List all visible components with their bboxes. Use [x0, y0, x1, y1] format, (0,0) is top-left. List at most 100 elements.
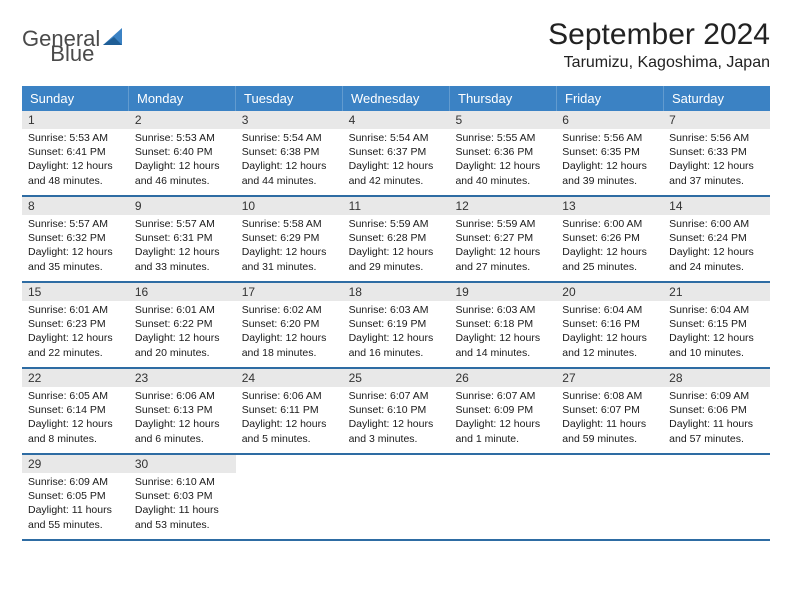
sunset-text: Sunset: 6:11 PM [242, 403, 337, 417]
daylight-text-2: and 12 minutes. [562, 346, 657, 360]
sunrise-text: Sunrise: 6:06 AM [242, 389, 337, 403]
day-cell: 2Sunrise: 5:53 AMSunset: 6:40 PMDaylight… [129, 111, 236, 195]
day-body: Sunrise: 6:03 AMSunset: 6:18 PMDaylight:… [449, 301, 556, 365]
sunset-text: Sunset: 6:20 PM [242, 317, 337, 331]
day-number: 12 [449, 197, 556, 215]
day-number: 14 [663, 197, 770, 215]
daylight-text-1: Daylight: 12 hours [669, 159, 764, 173]
daylight-text-2: and 14 minutes. [455, 346, 550, 360]
sunrise-text: Sunrise: 5:54 AM [242, 131, 337, 145]
week-row: 29Sunrise: 6:09 AMSunset: 6:05 PMDayligh… [22, 455, 770, 541]
sunrise-text: Sunrise: 6:04 AM [669, 303, 764, 317]
sunrise-text: Sunrise: 5:57 AM [28, 217, 123, 231]
day-number: 6 [556, 111, 663, 129]
day-number: 28 [663, 369, 770, 387]
daylight-text-1: Daylight: 12 hours [135, 331, 230, 345]
day-cell: 21Sunrise: 6:04 AMSunset: 6:15 PMDayligh… [663, 283, 770, 367]
day-number: 25 [343, 369, 450, 387]
day-number [236, 455, 343, 473]
sunrise-text: Sunrise: 6:02 AM [242, 303, 337, 317]
day-body: Sunrise: 5:57 AMSunset: 6:32 PMDaylight:… [22, 215, 129, 279]
day-body: Sunrise: 6:03 AMSunset: 6:19 PMDaylight:… [343, 301, 450, 365]
sunset-text: Sunset: 6:37 PM [349, 145, 444, 159]
day-cell: 22Sunrise: 6:05 AMSunset: 6:14 PMDayligh… [22, 369, 129, 453]
sunset-text: Sunset: 6:33 PM [669, 145, 764, 159]
day-cell: 17Sunrise: 6:02 AMSunset: 6:20 PMDayligh… [236, 283, 343, 367]
daylight-text-2: and 8 minutes. [28, 432, 123, 446]
daylight-text-1: Daylight: 12 hours [349, 245, 444, 259]
daylight-text-2: and 27 minutes. [455, 260, 550, 274]
day-body: Sunrise: 5:56 AMSunset: 6:33 PMDaylight:… [663, 129, 770, 193]
day-body: Sunrise: 5:54 AMSunset: 6:37 PMDaylight:… [343, 129, 450, 193]
sunrise-text: Sunrise: 5:53 AM [28, 131, 123, 145]
dow-saturday: Saturday [664, 86, 770, 111]
daylight-text-2: and 33 minutes. [135, 260, 230, 274]
daylight-text-2: and 44 minutes. [242, 174, 337, 188]
daylight-text-1: Daylight: 12 hours [28, 245, 123, 259]
sunset-text: Sunset: 6:29 PM [242, 231, 337, 245]
day-number: 19 [449, 283, 556, 301]
day-cell: 4Sunrise: 5:54 AMSunset: 6:37 PMDaylight… [343, 111, 450, 195]
sunset-text: Sunset: 6:28 PM [349, 231, 444, 245]
dow-row: SundayMondayTuesdayWednesdayThursdayFrid… [22, 86, 770, 111]
day-number: 20 [556, 283, 663, 301]
day-number [449, 455, 556, 473]
day-number: 1 [22, 111, 129, 129]
sunrise-text: Sunrise: 6:01 AM [135, 303, 230, 317]
daylight-text-1: Daylight: 12 hours [669, 331, 764, 345]
daylight-text-2: and 46 minutes. [135, 174, 230, 188]
week-row: 8Sunrise: 5:57 AMSunset: 6:32 PMDaylight… [22, 197, 770, 283]
day-cell: 18Sunrise: 6:03 AMSunset: 6:19 PMDayligh… [343, 283, 450, 367]
daylight-text-2: and 35 minutes. [28, 260, 123, 274]
day-cell: 15Sunrise: 6:01 AMSunset: 6:23 PMDayligh… [22, 283, 129, 367]
sunset-text: Sunset: 6:38 PM [242, 145, 337, 159]
day-cell: 19Sunrise: 6:03 AMSunset: 6:18 PMDayligh… [449, 283, 556, 367]
day-cell: 20Sunrise: 6:04 AMSunset: 6:16 PMDayligh… [556, 283, 663, 367]
dow-monday: Monday [129, 86, 236, 111]
sunset-text: Sunset: 6:09 PM [455, 403, 550, 417]
day-body: Sunrise: 5:58 AMSunset: 6:29 PMDaylight:… [236, 215, 343, 279]
sunset-text: Sunset: 6:13 PM [135, 403, 230, 417]
day-cell: 1Sunrise: 5:53 AMSunset: 6:41 PMDaylight… [22, 111, 129, 195]
day-number: 11 [343, 197, 450, 215]
daylight-text-2: and 1 minute. [455, 432, 550, 446]
daylight-text-2: and 18 minutes. [242, 346, 337, 360]
day-number: 4 [343, 111, 450, 129]
day-cell [236, 455, 343, 539]
daylight-text-1: Daylight: 12 hours [349, 331, 444, 345]
sunset-text: Sunset: 6:14 PM [28, 403, 123, 417]
day-cell: 23Sunrise: 6:06 AMSunset: 6:13 PMDayligh… [129, 369, 236, 453]
daylight-text-1: Daylight: 12 hours [242, 159, 337, 173]
daylight-text-1: Daylight: 12 hours [28, 331, 123, 345]
daylight-text-1: Daylight: 12 hours [562, 245, 657, 259]
day-number [556, 455, 663, 473]
sunrise-text: Sunrise: 5:57 AM [135, 217, 230, 231]
daylight-text-1: Daylight: 11 hours [562, 417, 657, 431]
daylight-text-2: and 3 minutes. [349, 432, 444, 446]
day-body: Sunrise: 6:02 AMSunset: 6:20 PMDaylight:… [236, 301, 343, 365]
day-body: Sunrise: 6:00 AMSunset: 6:26 PMDaylight:… [556, 215, 663, 279]
sunset-text: Sunset: 6:40 PM [135, 145, 230, 159]
day-number: 17 [236, 283, 343, 301]
calendar: SundayMondayTuesdayWednesdayThursdayFrid… [22, 86, 770, 541]
day-cell: 11Sunrise: 5:59 AMSunset: 6:28 PMDayligh… [343, 197, 450, 281]
sunrise-text: Sunrise: 6:03 AM [455, 303, 550, 317]
day-number: 26 [449, 369, 556, 387]
daylight-text-1: Daylight: 12 hours [562, 331, 657, 345]
day-body: Sunrise: 6:05 AMSunset: 6:14 PMDaylight:… [22, 387, 129, 451]
daylight-text-2: and 57 minutes. [669, 432, 764, 446]
dow-sunday: Sunday [22, 86, 129, 111]
day-number: 13 [556, 197, 663, 215]
day-body: Sunrise: 5:55 AMSunset: 6:36 PMDaylight:… [449, 129, 556, 193]
sunset-text: Sunset: 6:26 PM [562, 231, 657, 245]
dow-thursday: Thursday [450, 86, 557, 111]
daylight-text-2: and 55 minutes. [28, 518, 123, 532]
day-number: 30 [129, 455, 236, 473]
daylight-text-2: and 22 minutes. [28, 346, 123, 360]
daylight-text-2: and 6 minutes. [135, 432, 230, 446]
day-number: 18 [343, 283, 450, 301]
daylight-text-2: and 53 minutes. [135, 518, 230, 532]
sunrise-text: Sunrise: 5:56 AM [562, 131, 657, 145]
day-number: 24 [236, 369, 343, 387]
sunset-text: Sunset: 6:18 PM [455, 317, 550, 331]
